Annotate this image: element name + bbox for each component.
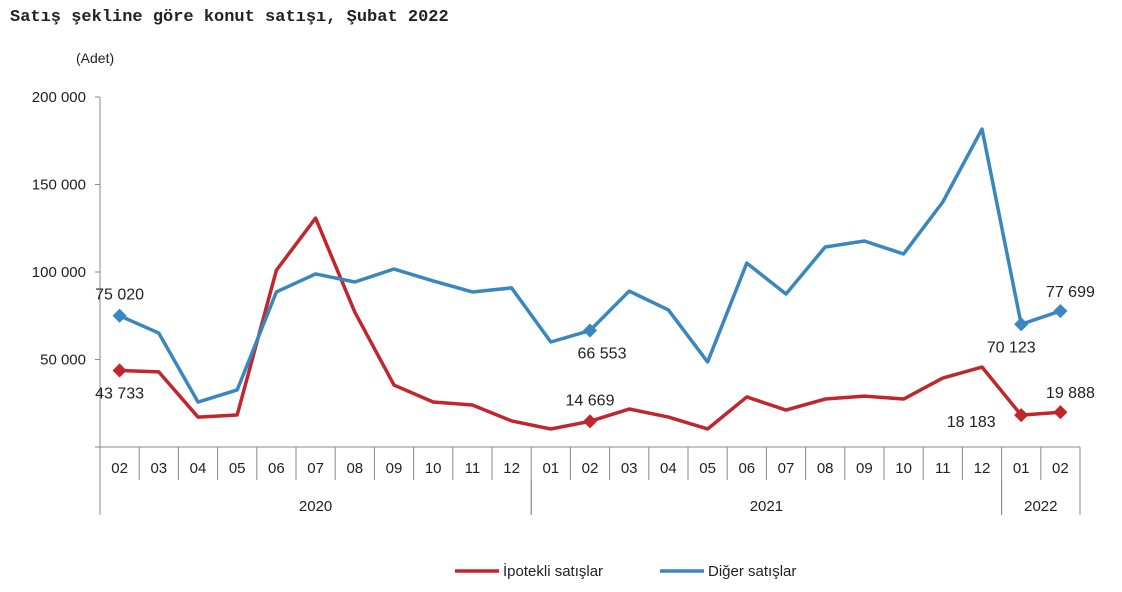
data-point-marker	[1053, 405, 1068, 420]
x-tick-label: 08	[817, 460, 834, 477]
x-tick-label: 05	[229, 460, 246, 477]
data-label: 75 020	[95, 287, 144, 304]
x-tick-label: 03	[150, 460, 167, 477]
x-tick-label: 11	[465, 460, 481, 477]
x-tick-label: 03	[621, 460, 638, 477]
data-point-marker	[582, 323, 598, 338]
x-tick-label: 06	[738, 460, 755, 477]
x-tick-label: 01	[1013, 460, 1030, 477]
x-tick-label: 02	[1052, 460, 1069, 477]
data-label: 66 553	[578, 346, 627, 363]
x-tick-label: 12	[974, 460, 991, 477]
y-tick-label: 200 000	[32, 89, 86, 106]
y-axis-label: (Adet)	[76, 50, 114, 66]
x-tick-label: 02	[582, 460, 599, 477]
year-label: 2020	[299, 498, 332, 515]
x-tick-label: 02	[111, 460, 128, 477]
y-tick-label: 100 000	[32, 264, 86, 281]
x-tick-label: 10	[425, 460, 442, 477]
x-tick-label: 04	[190, 460, 207, 477]
x-tick-label: 09	[856, 460, 873, 477]
data-point-marker	[1053, 303, 1068, 319]
x-tick-label: 10	[895, 460, 912, 477]
chart-title: Satış şekline göre konut satışı, Şubat 2…	[10, 8, 449, 27]
legend-label: Diğer satışlar	[708, 563, 796, 580]
data-label: 14 669	[566, 392, 615, 409]
x-tick-label: 06	[268, 460, 285, 477]
x-tick-label: 08	[346, 460, 363, 477]
data-label: 77 699	[1046, 284, 1095, 301]
data-label: 18 183	[947, 414, 996, 431]
x-tick-label: 07	[307, 460, 324, 477]
data-point-marker	[582, 414, 598, 429]
y-tick-label: 150 000	[32, 177, 86, 194]
x-tick-label: 12	[503, 460, 520, 477]
data-label: 19 888	[1046, 385, 1095, 402]
x-tick-label: 05	[699, 460, 716, 477]
y-tick-label: 50 000	[40, 352, 86, 369]
x-tick-label: 11	[935, 460, 951, 477]
x-tick-label: 09	[386, 460, 403, 477]
data-point-marker	[112, 308, 127, 323]
legend-label: İpotekli satışlar	[503, 562, 603, 580]
data-point-marker	[1014, 317, 1029, 332]
year-label: 2021	[750, 498, 783, 515]
data-label: 43 733	[95, 385, 144, 402]
data-label: 70 123	[987, 339, 1036, 356]
year-label: 2022	[1024, 498, 1057, 515]
data-point-marker	[112, 363, 127, 378]
x-tick-label: 04	[660, 460, 677, 477]
x-tick-label: 07	[778, 460, 795, 477]
x-tick-label: 01	[542, 460, 559, 477]
